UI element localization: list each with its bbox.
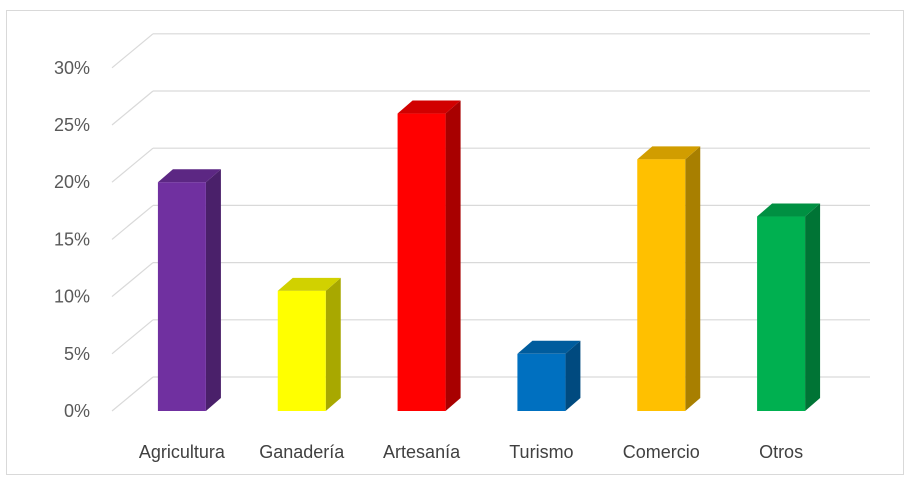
bar-side xyxy=(325,277,341,411)
x-category-label: Agricultura xyxy=(139,442,226,462)
bar-front xyxy=(157,182,206,411)
y-tick-label: 20% xyxy=(54,172,90,192)
x-category-label: Ganadería xyxy=(259,442,345,462)
bar-ganadería xyxy=(277,277,341,411)
gridlines xyxy=(111,33,870,412)
y-axis-ticks: 0% 5% 10% 15% 20% 25% 30% xyxy=(54,58,90,421)
x-category-label: Comercio xyxy=(623,442,700,462)
bar-artesanía xyxy=(397,100,461,411)
x-axis-categories: Agricultura Ganadería Artesanía Turismo Come… xyxy=(139,442,803,462)
bar-front xyxy=(517,353,566,411)
bar-side xyxy=(805,203,821,411)
x-category-label: Artesanía xyxy=(383,442,461,462)
bar-side xyxy=(205,169,221,411)
gridline-diagonal xyxy=(111,147,154,183)
bar-side xyxy=(565,340,581,411)
bar-front xyxy=(757,216,806,411)
bar-top xyxy=(277,277,341,291)
bar-comercio xyxy=(637,146,701,411)
x-category-label: Turismo xyxy=(509,442,573,462)
gridline-diagonal xyxy=(111,204,154,240)
bar-top xyxy=(397,100,461,114)
y-tick-label: 5% xyxy=(64,344,90,364)
bar-turismo xyxy=(517,340,581,411)
bar-front xyxy=(637,159,686,411)
y-tick-label: 0% xyxy=(64,401,90,421)
bar-agricultura xyxy=(157,169,221,411)
bar-front xyxy=(277,290,326,411)
bar-top xyxy=(157,169,221,183)
gridline-diagonal xyxy=(111,90,154,126)
gridline-diagonal xyxy=(111,319,154,355)
bar-side xyxy=(685,146,701,411)
bar-side xyxy=(445,100,461,411)
y-tick-label: 25% xyxy=(54,115,90,135)
y-tick-label: 10% xyxy=(54,287,90,307)
y-tick-label: 30% xyxy=(54,58,90,78)
bar-front xyxy=(397,113,446,411)
bar-top xyxy=(517,340,581,354)
bar-top xyxy=(637,146,701,160)
y-tick-label: 15% xyxy=(54,229,90,249)
gridline-diagonal xyxy=(111,33,154,69)
bars xyxy=(157,100,821,411)
gridline-diagonal xyxy=(111,262,154,298)
gridline-diagonal xyxy=(111,376,154,412)
bar-otros xyxy=(757,203,821,411)
x-category-label: Otros xyxy=(759,442,803,462)
bar-top xyxy=(757,203,821,217)
